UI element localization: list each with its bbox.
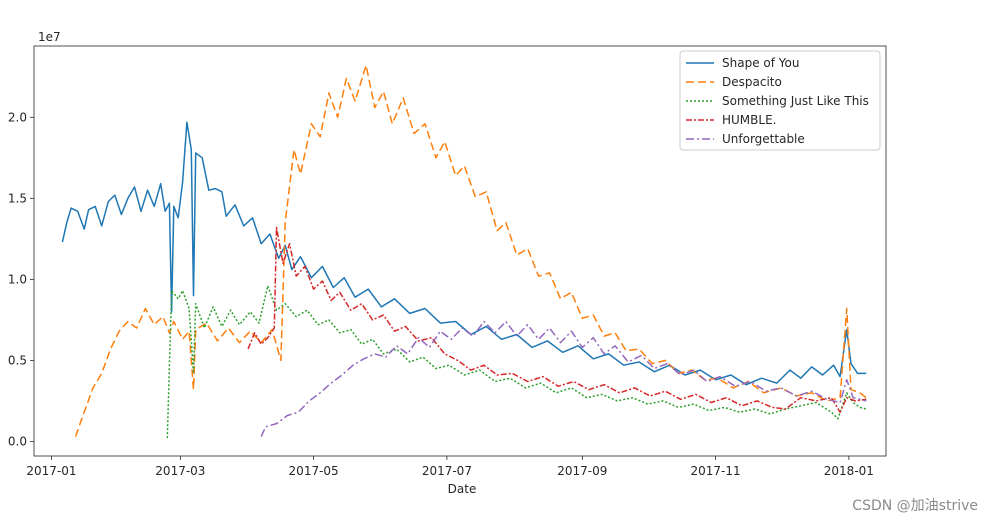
- y-axis: 0.0 0.5 1.0 1.5 2.0: [8, 110, 34, 448]
- series-line-0: [61, 121, 867, 386]
- legend-box: [679, 50, 881, 151]
- legend-label-3: HUMBLE.: [722, 113, 776, 127]
- series-line-4: [260, 320, 867, 437]
- y-tick-label: 2.0: [8, 110, 27, 124]
- y-tick-label: 1.5: [8, 191, 27, 205]
- x-tick-label: 2017-07: [422, 464, 472, 478]
- watermark-text: CSDN @加油strive: [852, 498, 978, 514]
- x-axis-label: Date: [448, 482, 477, 496]
- legend-label-4: Unforgettable: [722, 132, 805, 146]
- x-tick-label: 2017-11: [691, 464, 741, 478]
- legend-label-2: Something Just Like This: [722, 94, 869, 108]
- y-tick-label: 1.0: [8, 272, 27, 286]
- x-tick-label: 2017-01: [26, 464, 76, 478]
- legend-label-1: Despacito: [722, 75, 782, 89]
- x-tick-label: 2018-01: [824, 464, 874, 478]
- legend-label-0: Shape of You: [722, 56, 799, 70]
- series-line-2: [166, 285, 867, 439]
- y-tick-label: 0.5: [8, 353, 27, 367]
- series-layer: [61, 64, 867, 439]
- legend: Shape of You Despacito Something Just Like…: [679, 50, 881, 151]
- y-tick-label: 0.0: [8, 434, 27, 448]
- x-tick-label: 2017-05: [289, 464, 339, 478]
- x-axis: 2017-01 2017-03 2017-05 2017-07 2017-09 2017-…: [26, 456, 874, 478]
- series-line-3: [247, 226, 867, 413]
- y-offset-label: 1e7: [38, 30, 61, 44]
- x-tick-label: 2017-09: [557, 464, 607, 478]
- x-tick-label: 2017-03: [155, 464, 205, 478]
